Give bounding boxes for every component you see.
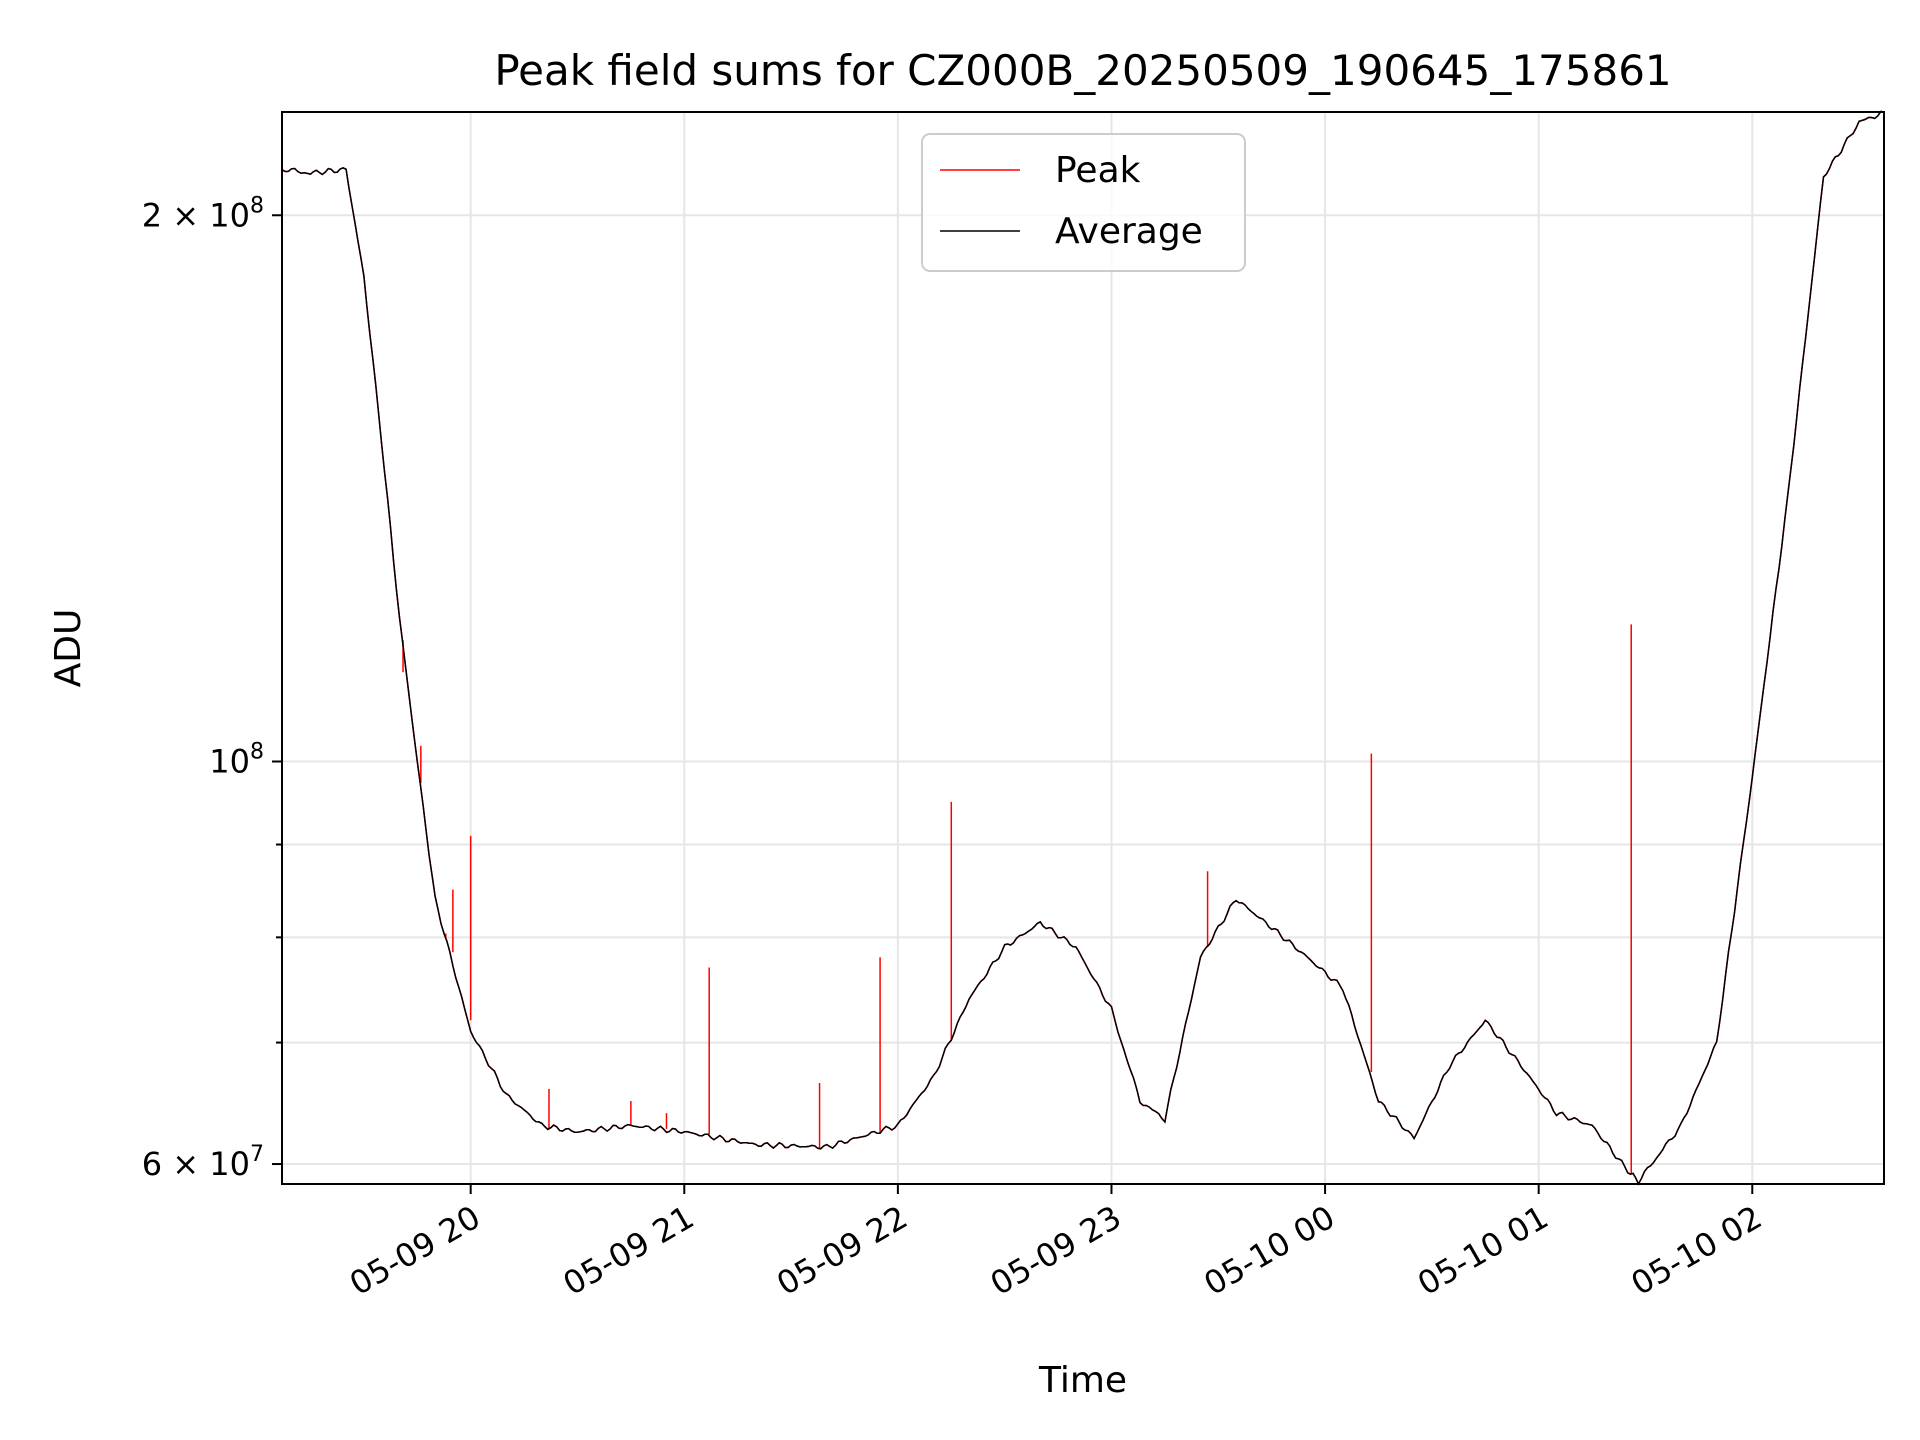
y-tick-label: 108 [209, 739, 264, 780]
series-layer [281, 110, 1885, 1186]
x-axis-label: Time [1038, 1360, 1127, 1401]
y-tick-label: 6 × 107 [142, 1142, 264, 1183]
y-tick-label-base: 6 × 10 [142, 1145, 250, 1183]
y-tick-label-base: 2 × 10 [142, 196, 250, 234]
y-tick-label-exponent: 7 [250, 1142, 264, 1167]
legend-label-peak: Peak [1055, 150, 1141, 191]
legend-box [921, 133, 1246, 272]
y-tick-label-exponent: 8 [250, 739, 264, 764]
chart-title: Peak field sums for CZ000B_20250509_1906… [494, 46, 1671, 95]
y-tick-label: 2 × 108 [142, 193, 264, 234]
plot-frame [281, 111, 1885, 1185]
legend: Peak Average [921, 133, 1246, 272]
y-axis-label: ADU [48, 609, 89, 688]
y-tick-label-exponent: 8 [250, 193, 264, 218]
legend-label-average: Average [1055, 211, 1203, 252]
series-line-average [281, 110, 1885, 1186]
y-tick-label-base: 10 [209, 742, 250, 780]
